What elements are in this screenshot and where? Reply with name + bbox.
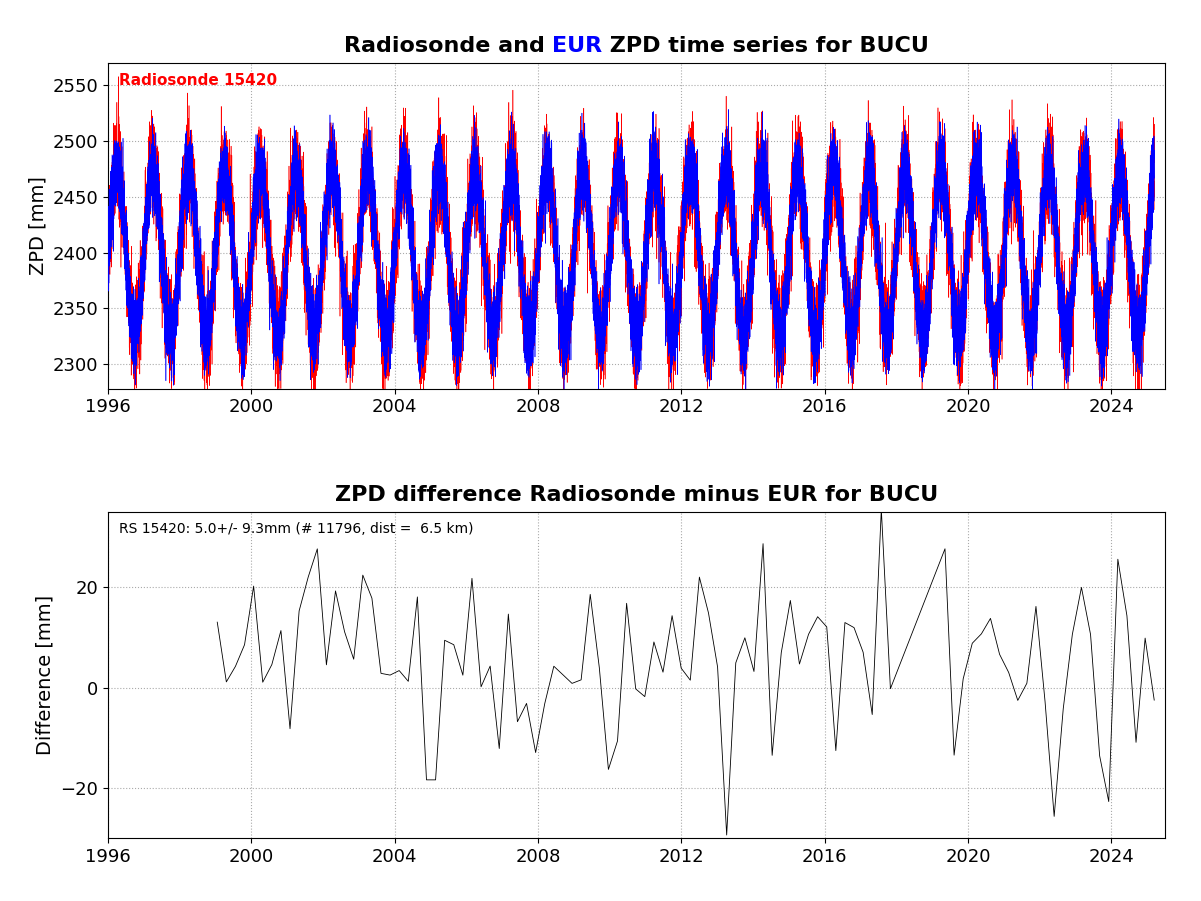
Text: EUR: EUR	[552, 36, 603, 56]
Text: Radiosonde and: Radiosonde and	[343, 36, 552, 56]
Text: Radiosonde 15420: Radiosonde 15420	[119, 73, 276, 87]
Text: RS 15420: 5.0+/- 9.3mm (# 11796, dist =  6.5 km): RS 15420: 5.0+/- 9.3mm (# 11796, dist = …	[119, 522, 473, 536]
Text: ZPD time series for BUCU: ZPD time series for BUCU	[603, 36, 930, 56]
Y-axis label: ZPD [mm]: ZPD [mm]	[28, 177, 47, 276]
Title: ZPD difference Radiosonde minus EUR for BUCU: ZPD difference Radiosonde minus EUR for …	[335, 486, 938, 505]
Y-axis label: Difference [mm]: Difference [mm]	[36, 595, 55, 755]
